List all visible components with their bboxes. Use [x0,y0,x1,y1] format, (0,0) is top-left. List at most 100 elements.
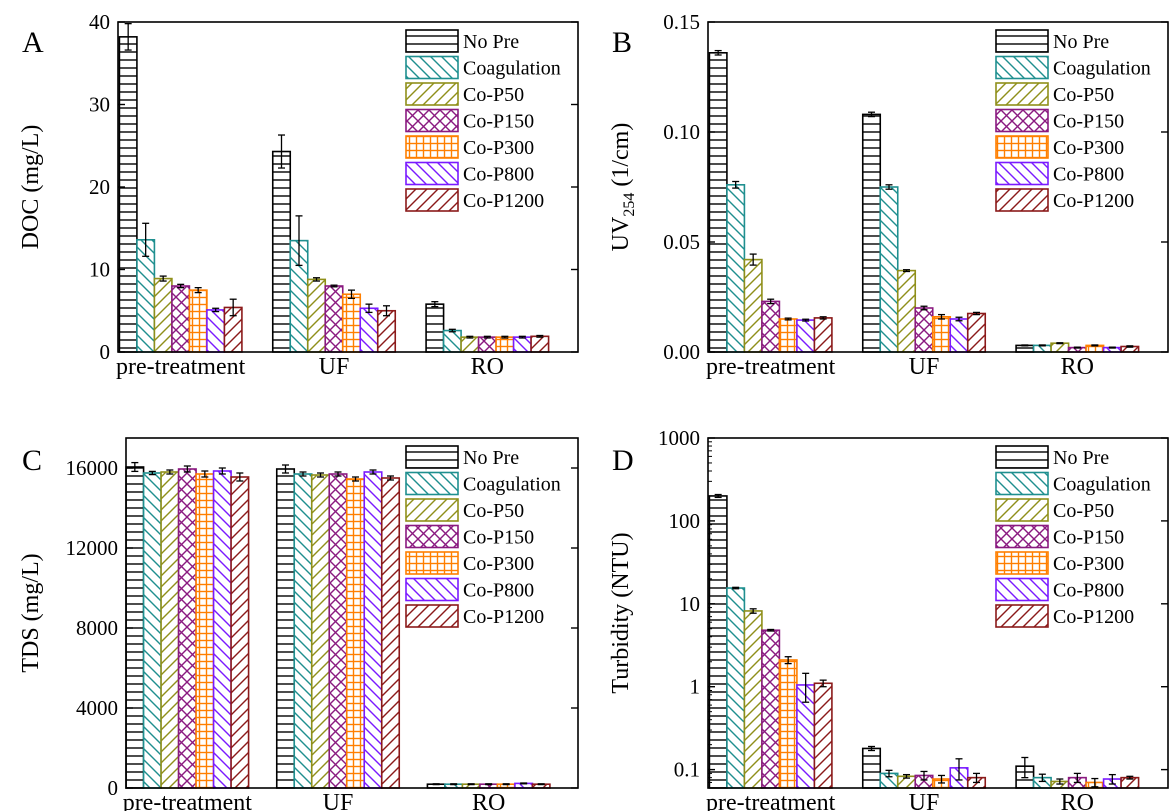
legend-swatch [405,498,459,522]
panel-label: B [612,26,632,59]
y-axis-label: TDS (mg/L) [18,553,44,672]
bar-co-p800-0 [212,470,232,789]
bar-co-p50-2 [1050,342,1070,353]
legend-entry: No Pre [463,447,519,469]
error-bar [330,284,338,288]
bar-no-pre-1 [861,747,882,789]
legend-swatch [405,471,459,496]
y-tick-label: 0.15 [663,10,700,34]
y-tick-label: 0 [100,340,111,364]
legend-entry: Co-P800 [463,580,534,602]
bar-co-p50-0 [153,277,173,353]
error-bar [212,307,220,313]
y-tick-label: 40 [89,10,110,34]
bar-co-p1200-0 [230,476,250,789]
bar-co-p150-0 [171,285,191,353]
legend-swatch [405,524,459,549]
legend-entry: Coagulation [463,58,561,80]
legend-swatch [995,577,1049,602]
y-tick-label: 100 [669,509,701,533]
bar-co-p50-1 [896,269,917,353]
panel-label: C [22,444,42,477]
bar-co-p150-0 [177,468,197,789]
error-bar [1108,773,1116,785]
bar-co-p150-1 [324,285,344,353]
legend-swatch [995,498,1049,522]
legend: No Pre Coagulation Co-P50 Co-P150 Co-P300 Co-… [995,445,1151,628]
error-bar [431,301,439,308]
legend-swatch [995,82,1049,106]
error-bar [387,475,394,481]
bar-co-p300-0 [195,473,215,789]
error-bar [802,318,810,322]
legend-swatch [405,577,459,602]
error-bar [520,782,528,785]
legend-entry: No Pre [1053,31,1109,53]
bar-co-p800-0 [796,319,816,353]
y-axis-label: UV254 (1/cm) [608,123,638,252]
y-tick-label: 16000 [66,456,119,480]
error-bar [502,783,510,786]
bar-co-p300-0 [778,659,798,789]
bar-co-p800-2 [512,336,532,353]
error-bar [1091,777,1099,788]
y-tick-label: 0.05 [663,230,700,254]
legend-swatch [405,29,459,53]
legend-entry: Co-P1200 [1053,190,1134,212]
error-bar [536,334,544,338]
legend-entry: Coagulation [1053,58,1151,80]
legend-entry: Co-P800 [463,164,534,186]
error-bar [1091,344,1099,347]
x-tick-label: RO [1061,354,1094,380]
error-bar [448,328,456,333]
bar-no-pre-0 [708,495,728,789]
error-bar [467,783,475,786]
legend-swatch [405,161,459,186]
legend: No Pre Coagulation Co-P50 Co-P150 Co-P300 Co-… [405,29,561,212]
bar-co-p800-1 [363,471,383,789]
x-tick-label: RO [1061,790,1094,811]
panel-B: B 0.00 0.05 0.10 0.15 pre-treatment UF RO UV254 … [608,10,1169,380]
y-tick-label: 30 [89,93,110,117]
panel-A: A 0 10 20 30 40 pre-treatment UF RO DOC (mg/L) No … [18,10,579,380]
bar-co-p300-2 [495,336,515,353]
y-tick-label: 4000 [76,696,118,720]
x-tick-label: RO [472,790,505,811]
legend-swatch [995,471,1049,496]
error-bar [159,275,167,282]
error-bar [1038,773,1046,783]
error-bar [313,277,320,282]
error-bar [1038,344,1046,347]
error-bar [1073,346,1081,349]
error-bar [218,467,226,475]
y-tick-label: 0.1 [674,758,700,782]
bar-coagulation-0 [142,472,162,789]
error-bar [183,465,191,473]
bar-coagulation-2 [442,329,462,353]
bar-no-pre-1 [861,113,882,353]
error-bar [819,679,827,688]
legend-entry: Co-P150 [1053,527,1124,549]
error-bar [201,470,209,478]
error-bar [885,769,893,778]
error-bar [920,770,928,781]
bar-co-p50-1 [306,278,327,353]
legend-entry: Co-P150 [463,111,534,133]
bar-co-p50-2 [460,336,480,353]
legend-entry: Co-P50 [463,84,524,106]
legend-swatch [405,108,459,133]
legend-entry: No Pre [463,31,519,53]
bar-co-p150-0 [761,629,781,789]
bar-no-pre-1 [271,150,292,353]
error-bar [938,774,945,784]
error-bar [1021,344,1029,347]
legend-entry: Co-P800 [1053,580,1124,602]
error-bar [714,49,722,56]
error-bar [1073,772,1081,784]
error-bar [1021,756,1029,779]
bar-co-p150-1 [914,307,934,353]
bar-co-p800-1 [949,318,969,353]
error-bar [1108,346,1116,349]
legend-swatch [405,604,459,628]
